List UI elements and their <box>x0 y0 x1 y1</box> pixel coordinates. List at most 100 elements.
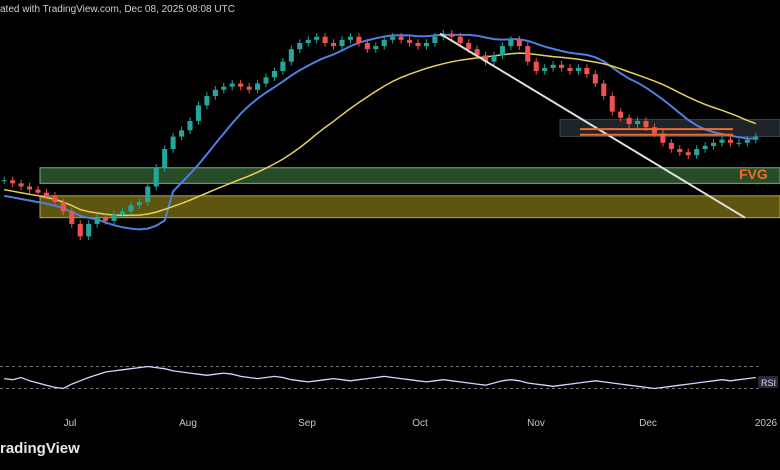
x-axis: Jul Aug Sep Oct Nov Dec 2026 <box>64 418 778 429</box>
downtrend-line <box>439 32 746 219</box>
ma-fast-line <box>4 33 756 231</box>
candle-body <box>297 42 303 50</box>
rsi-badge: RSI <box>758 376 778 388</box>
zone-green <box>39 167 780 184</box>
candle-body <box>119 211 125 215</box>
candle-body <box>635 120 641 125</box>
zones <box>39 118 780 219</box>
candle-body <box>618 111 624 118</box>
candle-body <box>60 202 66 212</box>
candle-body <box>483 55 489 62</box>
fvg-label: FVG <box>739 166 768 182</box>
candle-body <box>702 145 708 150</box>
candle-body <box>727 139 733 143</box>
candle-body <box>246 86 252 90</box>
candle-body <box>271 71 277 78</box>
x-tick-label: 2026 <box>755 418 778 429</box>
candle-body <box>736 142 742 144</box>
x-tick-label: Nov <box>527 418 545 429</box>
published-header: ated with TradingView.com, Dec 08, 2025 … <box>0 4 235 15</box>
candle-body <box>407 39 413 43</box>
candle-body <box>432 36 438 43</box>
candle-body <box>516 39 522 47</box>
zone-gray <box>559 118 780 138</box>
candle-body <box>609 96 615 112</box>
candle-body <box>592 74 598 84</box>
candle-body <box>288 49 294 62</box>
candle-body <box>339 39 345 47</box>
candles <box>1 29 759 241</box>
candle-body <box>415 42 421 47</box>
candle-body <box>153 167 159 187</box>
candle-body <box>373 46 379 50</box>
x-tick-label: Jul <box>64 418 77 429</box>
candle-body <box>170 136 176 150</box>
candle-body <box>744 139 750 143</box>
candle-body <box>221 86 227 90</box>
candle-body <box>280 61 286 72</box>
candle-body <box>694 149 700 156</box>
candle-body <box>305 39 311 43</box>
candle-body <box>1 180 7 182</box>
rsi-line <box>4 365 756 390</box>
candle-body <box>499 46 505 56</box>
candle-body <box>660 133 666 143</box>
candle-body <box>162 149 168 168</box>
candle-body <box>685 152 691 156</box>
candle-body <box>145 186 151 203</box>
x-tick-label: Oct <box>412 418 428 429</box>
x-tick-label: Aug <box>179 418 197 429</box>
candle-body <box>559 64 565 68</box>
candle-body <box>474 49 480 56</box>
candle-body <box>111 214 117 221</box>
candle-body <box>35 189 41 193</box>
candle-body <box>601 83 607 96</box>
candle-body <box>331 42 337 47</box>
tradingview-brand: radingView <box>0 440 80 457</box>
candle-body <box>314 36 320 40</box>
candle-body <box>575 67 581 72</box>
candle-body <box>508 39 514 47</box>
candle-body <box>204 96 210 106</box>
candle-body <box>753 136 759 140</box>
candle-body <box>651 127 657 134</box>
candle-body <box>18 183 24 187</box>
x-tick-label: Dec <box>639 418 657 429</box>
rsi-label: RSI <box>761 378 776 388</box>
candle-body <box>94 217 100 224</box>
candle-body <box>322 36 328 43</box>
zone-yellow <box>39 195 780 219</box>
candle-body <box>423 42 429 47</box>
candle-body <box>584 67 590 75</box>
candle-body <box>263 77 269 84</box>
candle-body <box>356 36 362 43</box>
candle-body <box>27 186 33 190</box>
candle-body <box>525 46 531 62</box>
candle-body <box>449 33 455 37</box>
candle-body <box>381 39 387 47</box>
candle-body <box>187 120 193 131</box>
candle-body <box>542 67 548 72</box>
candle-body <box>466 42 472 50</box>
candle-body <box>103 217 109 221</box>
candle-body <box>711 142 717 146</box>
candle-body <box>643 120 649 128</box>
candle-body <box>567 67 573 72</box>
candle-body <box>10 180 16 184</box>
candle-body <box>719 139 725 143</box>
candle-body <box>533 61 539 72</box>
candle-body <box>457 36 463 43</box>
x-tick-label: Sep <box>298 418 316 429</box>
candle-body <box>52 195 58 203</box>
candle-body <box>238 83 244 87</box>
rsi-pane <box>0 365 760 390</box>
candle-body <box>491 55 497 62</box>
candle-body <box>136 202 142 206</box>
fvg-lines <box>580 128 733 136</box>
candle-body <box>77 223 83 237</box>
candle-body <box>195 105 201 121</box>
candle-body <box>43 192 49 196</box>
candle-body <box>128 205 134 212</box>
candle-body <box>212 89 218 96</box>
